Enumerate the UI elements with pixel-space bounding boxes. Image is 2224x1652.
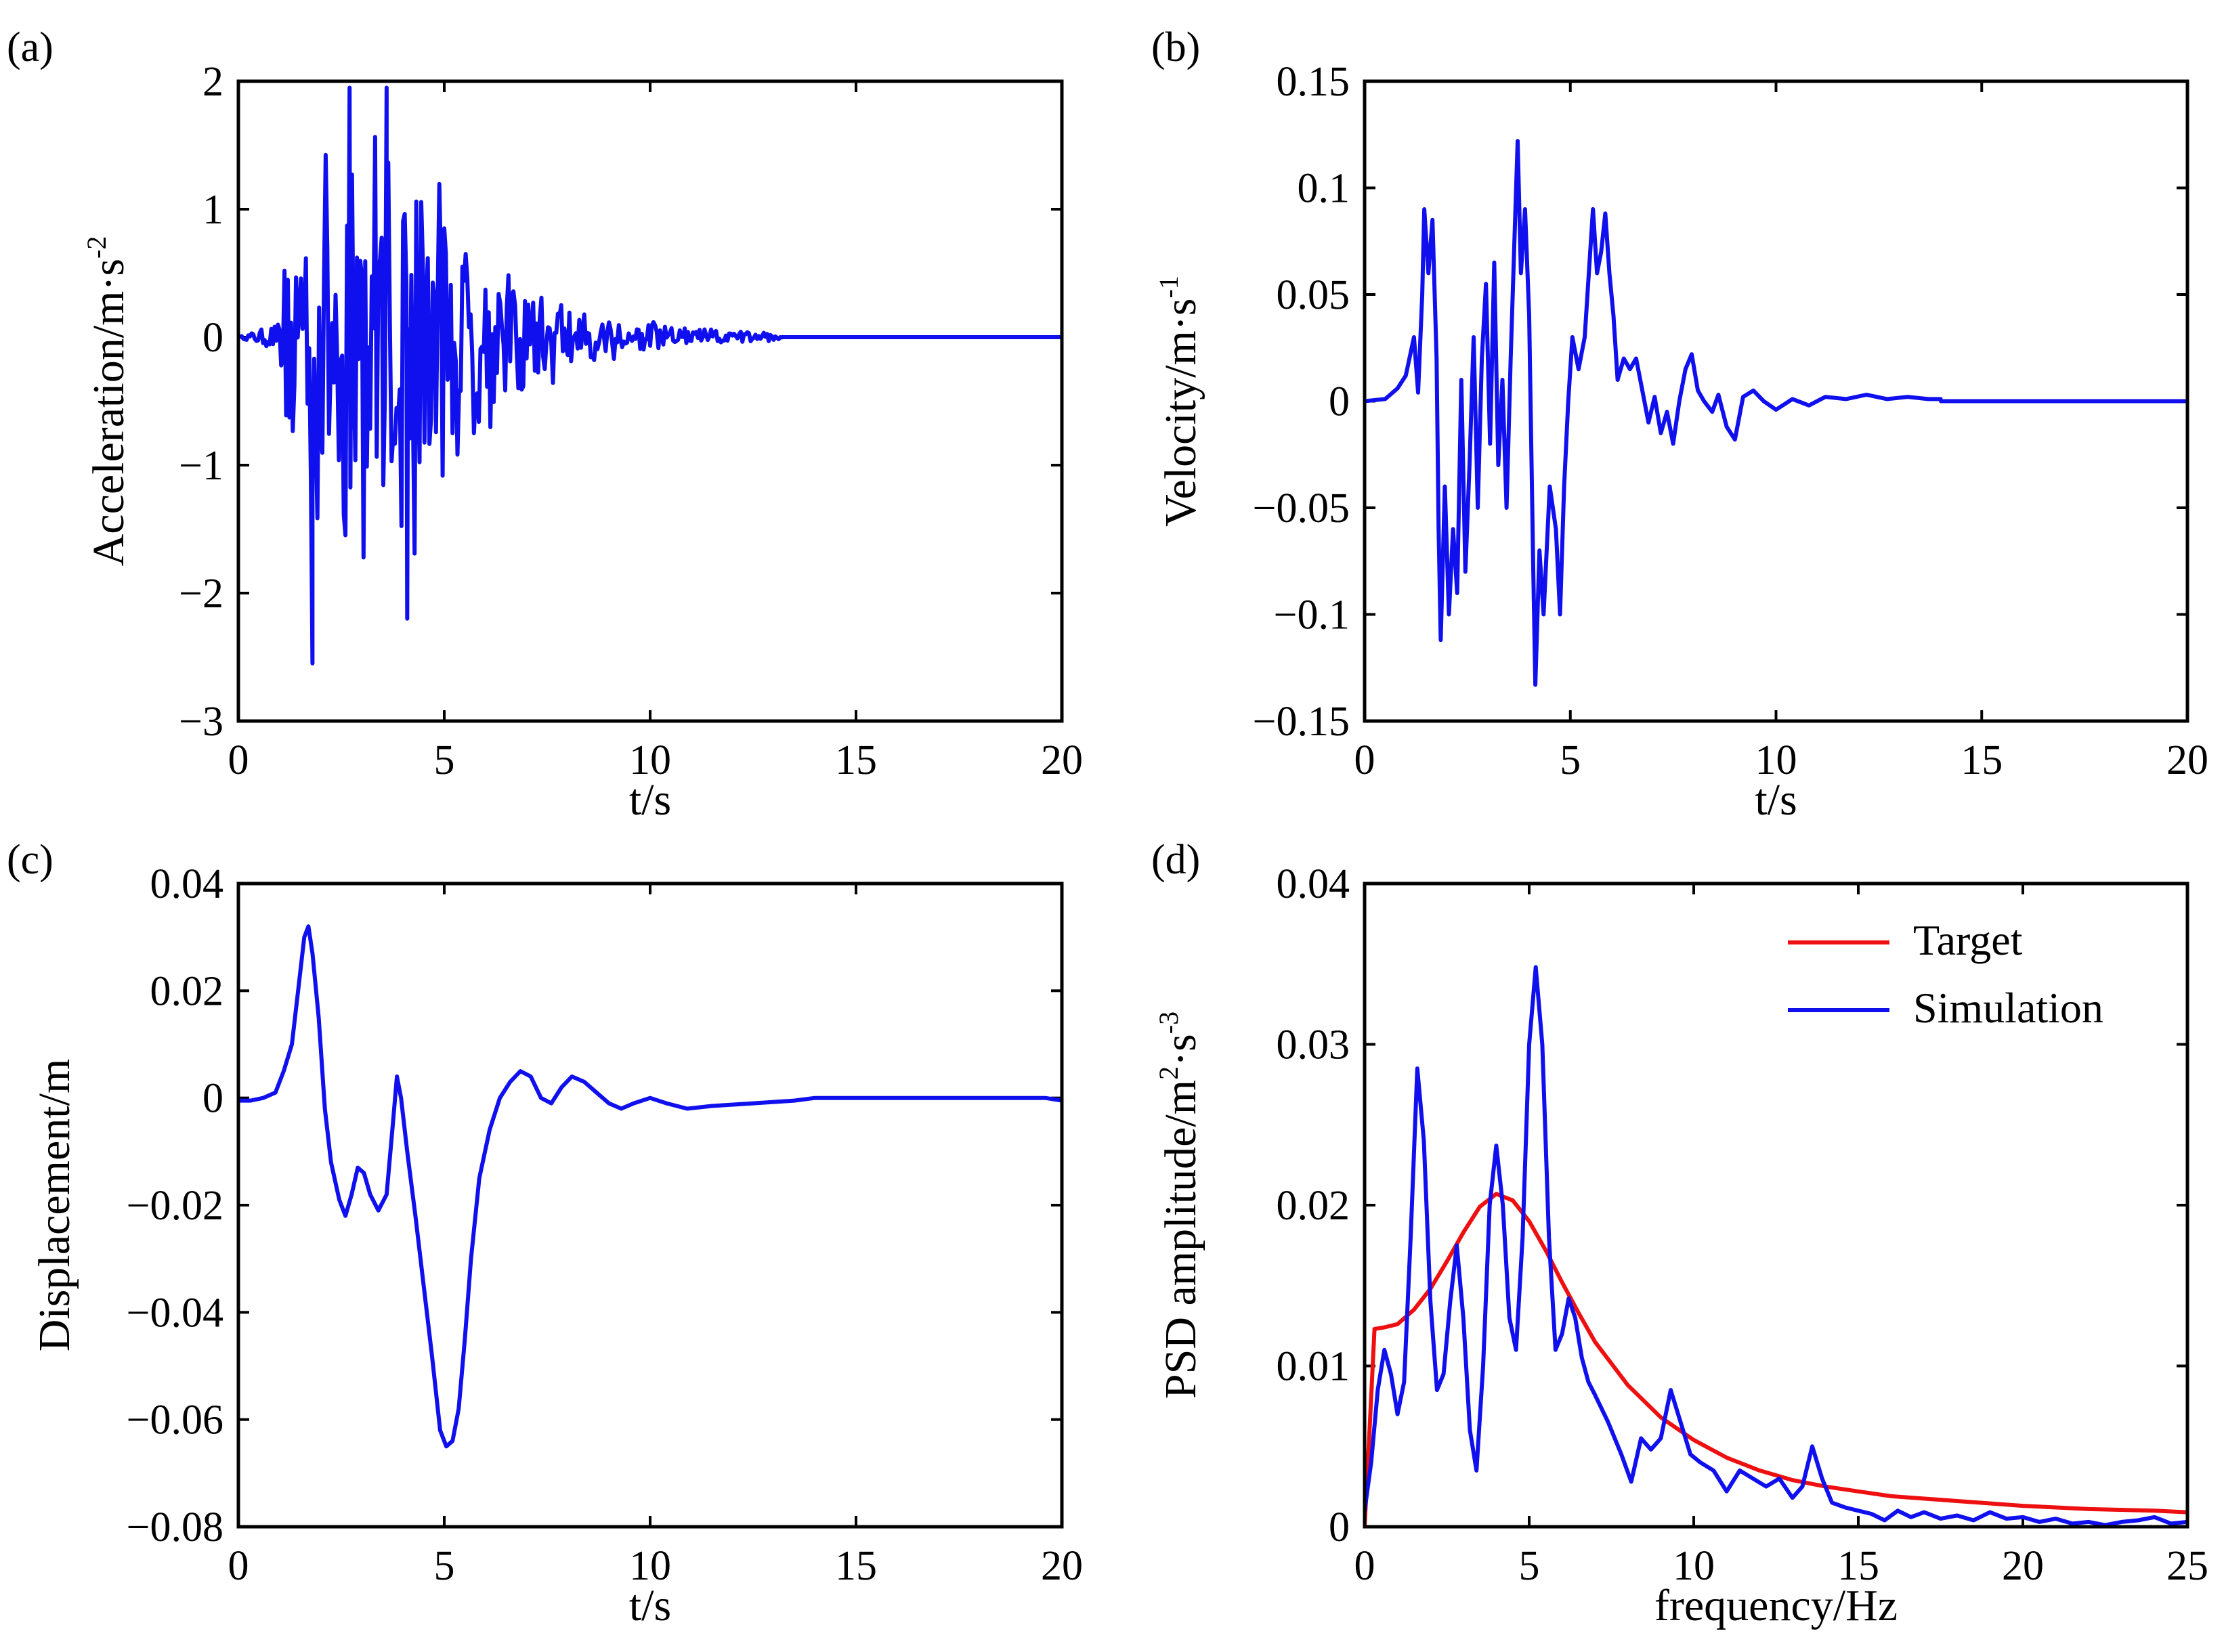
y-tick-label: 0 xyxy=(1329,1504,1350,1550)
x-tick-label: 15 xyxy=(1837,1543,1879,1589)
y-tick-label: 0.05 xyxy=(1277,272,1350,318)
y-tick-label: −2 xyxy=(179,571,223,617)
x-tick-label: 10 xyxy=(629,737,671,783)
plot-frame xyxy=(236,79,1064,723)
y-tick-label: 0.02 xyxy=(1277,1183,1350,1229)
plot-frame xyxy=(1363,882,2189,1529)
y-tick-label: −1 xyxy=(179,443,223,489)
panel-label: (a) xyxy=(7,24,54,70)
x-tick-label: 5 xyxy=(434,1543,455,1589)
x-tick-label: 5 xyxy=(1519,1543,1540,1589)
y-tick-label: 0.04 xyxy=(1277,861,1350,907)
legend-label: Target xyxy=(1913,916,2023,964)
y-axis-title: Acceleration/m·s-2 xyxy=(81,236,133,567)
series-line-simulation xyxy=(1365,965,2187,1527)
plot-frame xyxy=(236,882,1064,1529)
y-tick-label: 0.02 xyxy=(150,968,224,1014)
panel-label: (b) xyxy=(1151,24,1200,70)
x-tick-label: 10 xyxy=(1673,1543,1715,1589)
x-axis-title: t/s xyxy=(1755,775,1797,825)
y-axis-title: PSD amplitude/m2·s-3 xyxy=(1153,1012,1205,1399)
x-tick-label: 10 xyxy=(1755,737,1797,783)
chart-panel-2: (b) 0 5 10 15 20 −0.15 −0.1 −0.05 0 0.05 0.1 0.15 t/s… xyxy=(1151,24,2208,825)
x-tick-label: 0 xyxy=(1354,737,1375,783)
x-axis-title: t/s xyxy=(629,1581,671,1630)
y-tick-label: 0.1 xyxy=(1298,166,1350,212)
x-tick-label: 0 xyxy=(1354,1543,1375,1589)
y-tick-label: −0.08 xyxy=(127,1504,223,1550)
y-tick-label: 0.03 xyxy=(1277,1022,1350,1068)
series-line-simulation xyxy=(238,924,1062,1449)
y-tick-label: 2 xyxy=(202,59,223,105)
x-tick-label: 15 xyxy=(1961,737,2003,783)
y-axis-title: Displacement/m xyxy=(30,1059,79,1352)
y-tick-label: 0 xyxy=(1329,379,1350,425)
x-tick-label: 10 xyxy=(629,1543,671,1589)
x-tick-label: 15 xyxy=(835,1543,877,1589)
x-tick-label: 5 xyxy=(434,737,455,783)
series-line-target xyxy=(1365,1192,2187,1527)
x-tick-label: 20 xyxy=(1041,1543,1083,1589)
y-tick-label: −0.1 xyxy=(1274,592,1350,638)
y-tick-label: −3 xyxy=(179,699,223,745)
chart-panel-3: (c) 0 5 10 15 20 −0.08 −0.06 −0.04 −0.02 0 0.02 0.04… xyxy=(7,837,1083,1630)
x-tick-label: 0 xyxy=(228,1543,249,1589)
y-tick-label: −0.05 xyxy=(1253,485,1350,531)
y-tick-label: −0.04 xyxy=(127,1290,223,1336)
chart-panel-4: (d) 0 5 10 15 20 25 0 0.01 0.02 0.03 0.04 frequency/… xyxy=(1151,837,2208,1630)
legend-label: Simulation xyxy=(1913,984,2103,1032)
series-line-simulation xyxy=(1365,139,2187,687)
x-tick-label: 0 xyxy=(228,737,249,783)
x-tick-label: 20 xyxy=(1041,737,1083,783)
y-tick-label: 0.01 xyxy=(1277,1344,1350,1390)
y-tick-label: 1 xyxy=(202,187,223,233)
y-tick-label: 0 xyxy=(202,315,223,361)
y-tick-label: −0.15 xyxy=(1253,699,1350,745)
x-tick-label: 25 xyxy=(2166,1543,2208,1589)
x-tick-label: 20 xyxy=(2002,1543,2044,1589)
plot-frame xyxy=(1363,79,2189,723)
y-axis-title: Velocity/m·s-1 xyxy=(1153,276,1205,527)
y-tick-label: −0.02 xyxy=(127,1183,223,1229)
chart-panel-1: (a) 0 5 10 15 20 −3 −2 −1 0 1 2 t/s Acceleration/m·s-… xyxy=(7,24,1083,825)
y-tick-label: 0 xyxy=(202,1076,223,1122)
x-axis-title: t/s xyxy=(629,775,671,825)
x-tick-label: 5 xyxy=(1560,737,1581,783)
panel-label: (c) xyxy=(7,837,54,883)
y-tick-label: −0.06 xyxy=(127,1397,223,1443)
legend: Target Simulation xyxy=(1788,916,2103,1032)
x-axis-title: frequency/Hz xyxy=(1654,1581,1898,1630)
x-tick-label: 15 xyxy=(835,737,877,783)
y-tick-label: 0.04 xyxy=(150,861,224,907)
panel-label: (d) xyxy=(1151,837,1200,883)
y-tick-label: 0.15 xyxy=(1277,59,1350,105)
x-tick-label: 20 xyxy=(2166,737,2208,783)
series-line-simulation xyxy=(238,85,1062,666)
